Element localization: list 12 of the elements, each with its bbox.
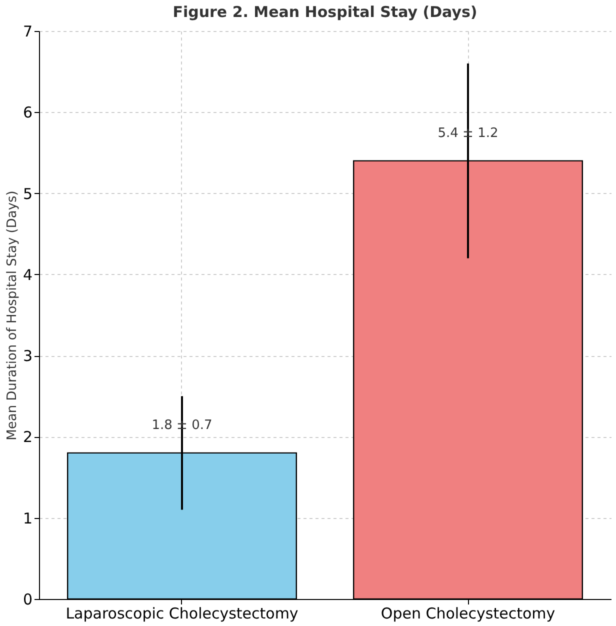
- y-tick-label: 5: [22, 184, 32, 203]
- y-axis-title: Mean Duration of Hospital Stay (Days): [4, 190, 20, 440]
- x-tick-label: Laparoscopic Cholecystectomy: [66, 604, 298, 622]
- chart-title: Figure 2. Mean Hospital Stay (Days): [172, 3, 478, 21]
- y-tick-label: 7: [22, 22, 32, 40]
- y-tick-label: 1: [22, 509, 32, 528]
- x-tick-label: Open Cholecystectomy: [380, 604, 556, 622]
- y-tick-label: 3: [22, 347, 32, 366]
- y-tick-label: 4: [22, 266, 32, 284]
- y-tick-label: 0: [22, 590, 32, 608]
- y-tick-label: 2: [22, 428, 32, 446]
- y-tick-label: 6: [22, 104, 32, 122]
